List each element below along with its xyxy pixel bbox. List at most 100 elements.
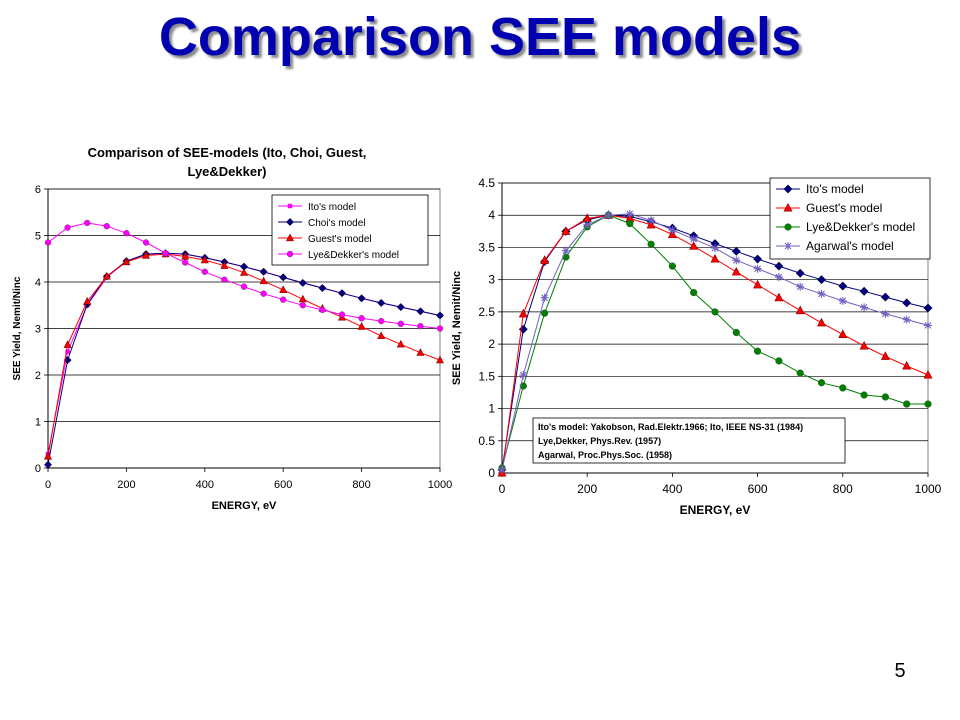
data-point — [817, 317, 826, 327]
data-point — [795, 305, 805, 315]
data-point — [923, 370, 933, 379]
data-point — [817, 379, 826, 387]
annotation-line: Ito's model: Yakobson, Rad.Elektr.1966; … — [538, 422, 803, 432]
data-point — [142, 239, 150, 246]
data-point — [279, 273, 288, 282]
data-point — [498, 465, 506, 474]
chart-left: 0 1 2 3 4 5 6 0 200 400 600 800 1000 ENERGY, eV SEE Yi… — [12, 145, 452, 512]
data-point — [280, 296, 287, 303]
data-point — [731, 266, 741, 276]
data-point — [561, 226, 571, 235]
legend: Ito's model Guest's model Lye&Dekker's mod… — [769, 177, 931, 260]
data-point — [142, 251, 150, 259]
legend-marker — [286, 250, 294, 258]
legend-label: Lye&Dekker's model — [308, 250, 399, 261]
y-tick-label: 1.5 — [478, 369, 495, 383]
annotation-line: Lye,Dekker, Phys.Rev. (1957) — [538, 436, 661, 446]
data-point — [540, 255, 550, 264]
data-point — [753, 264, 762, 273]
x-tick-label: 0 — [499, 482, 506, 496]
legend-marker — [784, 223, 792, 231]
chart-right: 0 0.5 1 1.5 2 2.5 3 3.5 4 4.5 0 200 400 600 800 1000 ENE… — [451, 176, 942, 517]
legend-marker — [286, 218, 294, 226]
data-point — [103, 223, 110, 230]
data-point — [880, 351, 890, 360]
legend: Ito's model Choi's model Guest's model Lye&… — [271, 194, 429, 266]
data-point — [924, 400, 932, 408]
data-point — [902, 360, 912, 370]
data-point — [860, 303, 869, 312]
slide-number: 5 — [894, 660, 906, 682]
data-point — [102, 271, 111, 280]
y-tick-label: 4 — [35, 277, 41, 289]
data-point — [839, 384, 847, 392]
data-point — [200, 255, 209, 264]
legend-label: Guest's model — [308, 234, 372, 245]
data-point — [397, 320, 404, 328]
y-tick-label: 3 — [488, 273, 495, 287]
slide-title: Comparison SEE models — [158, 7, 802, 67]
y-tick-label: 3.5 — [478, 240, 495, 254]
annotation-box — [532, 417, 846, 464]
data-point — [604, 211, 613, 220]
y-tick-label: 4 — [488, 208, 495, 222]
data-point — [338, 289, 346, 298]
data-point — [44, 239, 52, 246]
data-point — [181, 251, 190, 260]
data-point — [795, 268, 805, 278]
chart-title-line: Lye&Dekker) — [187, 164, 266, 179]
data-point — [838, 296, 847, 305]
data-point — [240, 283, 248, 290]
y-tick-label: 2 — [35, 370, 41, 382]
data-point — [319, 306, 326, 314]
legend-label: Agarwal's model — [806, 239, 894, 253]
data-point — [625, 209, 634, 218]
data-point — [880, 292, 890, 302]
legend-label: Guest's model — [806, 201, 882, 215]
data-point — [299, 302, 306, 309]
x-tick-label: 200 — [117, 479, 135, 491]
data-point — [259, 267, 268, 276]
data-point — [923, 303, 933, 313]
series-3 — [44, 219, 444, 332]
y-tick-label: 0.5 — [478, 434, 495, 448]
data-point — [647, 240, 655, 248]
data-point — [561, 246, 570, 255]
data-point — [732, 256, 741, 265]
data-point — [240, 268, 248, 276]
x-tick-label: 400 — [196, 479, 214, 491]
data-point — [357, 294, 366, 303]
y-tick-label: 4.5 — [478, 176, 495, 190]
y-tick-label: 0 — [488, 466, 495, 480]
annotation: Ito's model: Yakobson, Rad.Elektr.1966; … — [532, 417, 846, 464]
data-point — [318, 284, 327, 292]
data-point — [924, 321, 932, 330]
data-point — [668, 262, 677, 270]
data-point — [358, 315, 365, 322]
data-point — [753, 254, 763, 264]
data-point — [647, 216, 656, 225]
data-point — [416, 348, 425, 356]
x-axis-label: ENERGY, eV — [680, 503, 751, 517]
x-tick-label: 800 — [352, 479, 370, 491]
x-tick-label: 800 — [833, 482, 853, 496]
data-point — [396, 339, 405, 348]
data-point — [540, 309, 549, 317]
y-tick-label: 1 — [35, 417, 41, 429]
data-point — [710, 254, 720, 263]
data-point — [903, 400, 911, 408]
data-point — [260, 290, 267, 297]
data-point — [298, 294, 307, 303]
data-point — [298, 279, 307, 287]
data-point — [44, 451, 52, 460]
chart-title-line: Comparison of SEE-models (Ito, Choi, Gue… — [88, 145, 367, 160]
y-tick-label: 5 — [35, 231, 41, 243]
legend-marker — [784, 242, 792, 250]
data-point — [774, 273, 783, 282]
legend-marker — [783, 202, 793, 212]
data-point — [436, 325, 444, 332]
data-point — [63, 340, 72, 348]
data-point — [774, 261, 784, 271]
legend-label: Ito's model — [308, 202, 356, 213]
data-point — [357, 322, 366, 330]
